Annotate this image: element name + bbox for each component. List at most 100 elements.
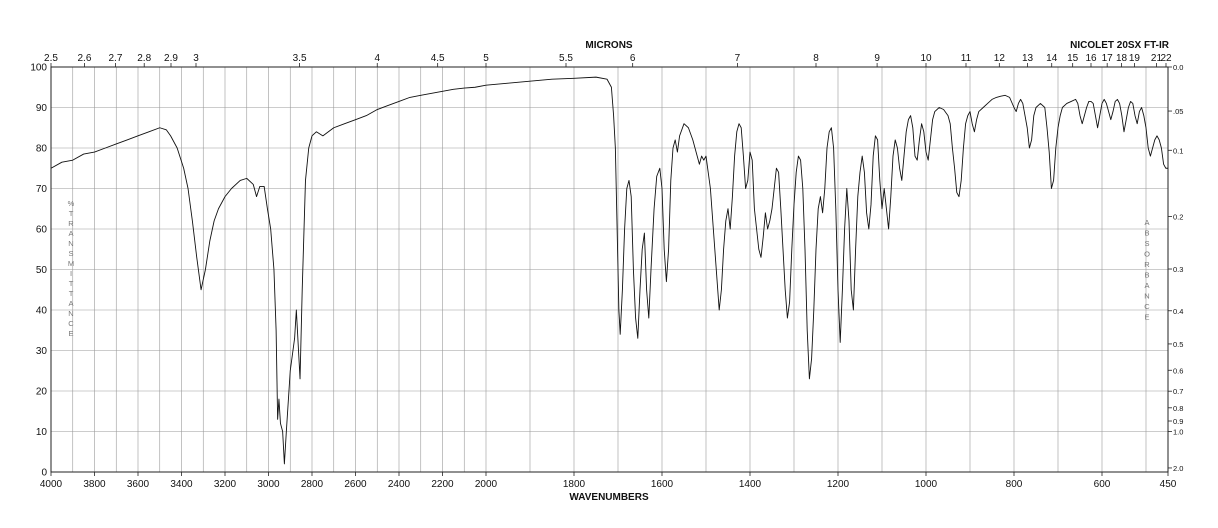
micron-axis: 2.5 2.6 2.7 2.8 2.9 3 3.5 4 4.5 5 5.5 6 7 8 9 10 11 12 13 1… [44, 53, 1172, 67]
x-axis-title: WAVENUMBERS [569, 492, 649, 503]
transmittance-label-char: A [68, 299, 73, 308]
absorbance-label-char: B [1144, 229, 1149, 238]
micron-tick-label: 2.5 [44, 53, 58, 64]
absorbance-tick-label: 1.0 [1173, 428, 1183, 437]
x-tick-label: 2600 [344, 479, 367, 490]
absorbance-label-char: S [1144, 239, 1149, 248]
micron-tick-label: 15 [1067, 53, 1079, 64]
micron-tick-label: 2.7 [108, 53, 122, 64]
wavenumber-axis: 4000 3800 3600 3400 3200 3000 2800 2600 2400 2200… [40, 472, 1177, 490]
transmittance-label-char: N [68, 309, 73, 318]
micron-tick-label: 18 [1116, 53, 1128, 64]
transmittance-label-char: T [69, 209, 74, 218]
transmittance-label-char: R [68, 219, 74, 228]
absorbance-label-char: E [1144, 313, 1149, 322]
transmittance-label-char: T [69, 289, 74, 298]
micron-tick-label: 16 [1085, 53, 1097, 64]
y-tick-label: 80 [36, 144, 48, 155]
x-tick-label: 800 [1006, 479, 1023, 490]
absorbance-label-char: A [1144, 218, 1149, 227]
micron-tick-label: 2.8 [137, 53, 151, 64]
absorbance-label-char: N [1144, 292, 1149, 301]
y-tick-label: 30 [36, 346, 48, 357]
absorbance-tick-label: 0.9 [1173, 417, 1183, 426]
x-tick-label: 2000 [475, 479, 498, 490]
transmittance-label-char: C [68, 319, 74, 328]
absorbance-tick-label: 2.0 [1173, 464, 1183, 473]
transmittance-label-char: M [68, 259, 74, 268]
absorbance-axis: 0.0 .05 0.1 0.2 0.3 0.4 0.5 0.6 0.7 0.8 0.9 1.0 2.0 [1168, 63, 1183, 473]
micron-tick-label: 8 [813, 53, 819, 64]
absorbance-label-char: A [1144, 281, 1149, 290]
micron-tick-label: 13 [1022, 53, 1034, 64]
micron-tick-label: 4 [374, 53, 380, 64]
transmittance-label-char: T [69, 279, 74, 288]
spectrum-line [50, 76, 1168, 465]
y-tick-label: 10 [36, 427, 48, 438]
y-tick-label: 60 [36, 225, 48, 236]
y-tick-label: 0 [41, 468, 47, 479]
transmittance-label-char: A [68, 229, 73, 238]
x-tick-label: 3800 [83, 479, 106, 490]
y-tick-label: 20 [36, 387, 48, 398]
micron-tick-label: 7 [735, 53, 741, 64]
absorbance-label-char: C [1144, 302, 1150, 311]
transmittance-label-char: S [68, 249, 73, 258]
x-tick-label: 1000 [915, 479, 938, 490]
micron-tick-label: 4.5 [431, 53, 445, 64]
y-tick-label: 70 [36, 184, 48, 195]
absorbance-tick-label: 0.3 [1173, 265, 1183, 274]
transmittance-label-char: N [68, 239, 73, 248]
micron-tick-label: 17 [1102, 53, 1114, 64]
micron-tick-label: 3 [193, 53, 199, 64]
x-tick-label: 2400 [388, 479, 411, 490]
instrument-label: NICOLET 20SX FT-IR [1070, 40, 1170, 51]
x-tick-label: 1600 [651, 479, 674, 490]
absorbance-tick-label: 0.1 [1173, 146, 1183, 155]
micron-tick-label: 6 [630, 53, 636, 64]
x-tick-label: 1400 [739, 479, 762, 490]
plot-frame [50, 66, 1169, 473]
x-tick-label: 1200 [827, 479, 850, 490]
micron-tick-label: 2.6 [78, 53, 92, 64]
absorbance-tick-label: 0.7 [1173, 387, 1183, 396]
absorbance-tick-label: 0.8 [1173, 404, 1183, 413]
transmittance-label-char: I [70, 269, 72, 278]
x-tick-label: 3600 [127, 479, 150, 490]
micron-tick-label: 19 [1129, 53, 1141, 64]
x-tick-label: 3200 [214, 479, 237, 490]
micron-tick-label: 11 [961, 53, 972, 64]
absorbance-label-char: B [1144, 271, 1149, 280]
micron-tick-label: 3.5 [293, 53, 307, 64]
x-tick-label: 4000 [40, 479, 63, 490]
transmittance-label-char: % [68, 199, 75, 208]
micron-tick-label: 10 [920, 53, 932, 64]
microns-title: MICRONS [585, 40, 633, 51]
x-tick-label: 3400 [170, 479, 193, 490]
micron-tick-label: 2.9 [164, 53, 178, 64]
x-tick-label: 1800 [563, 479, 586, 490]
absorbance-label-char: O [1144, 250, 1150, 259]
transmittance-label-char: E [68, 329, 73, 338]
absorbance-tick-label: 0.6 [1173, 366, 1183, 375]
grid-lines [51, 66, 1168, 473]
x-tick-label: 2200 [431, 479, 454, 490]
micron-tick-label: 22 [1160, 53, 1172, 64]
x-tick-label: 450 [1160, 479, 1177, 490]
y-tick-label: 40 [36, 306, 48, 317]
y-tick-label: 50 [36, 265, 48, 276]
absorbance-tick-label: .05 [1173, 107, 1183, 116]
micron-tick-label: 14 [1046, 53, 1058, 64]
micron-tick-label: 21 [1151, 53, 1163, 64]
absorbance-tick-label: 0.4 [1173, 307, 1183, 316]
micron-tick-label: 5.5 [559, 53, 573, 64]
absorbance-tick-label: 0.2 [1173, 212, 1183, 221]
absorbance-label-char: R [1144, 260, 1150, 269]
y-tick-label: 100 [30, 63, 47, 74]
x-tick-label: 3000 [257, 479, 280, 490]
absorbance-tick-label: 0.5 [1173, 340, 1183, 349]
micron-tick-label: 12 [994, 53, 1006, 64]
